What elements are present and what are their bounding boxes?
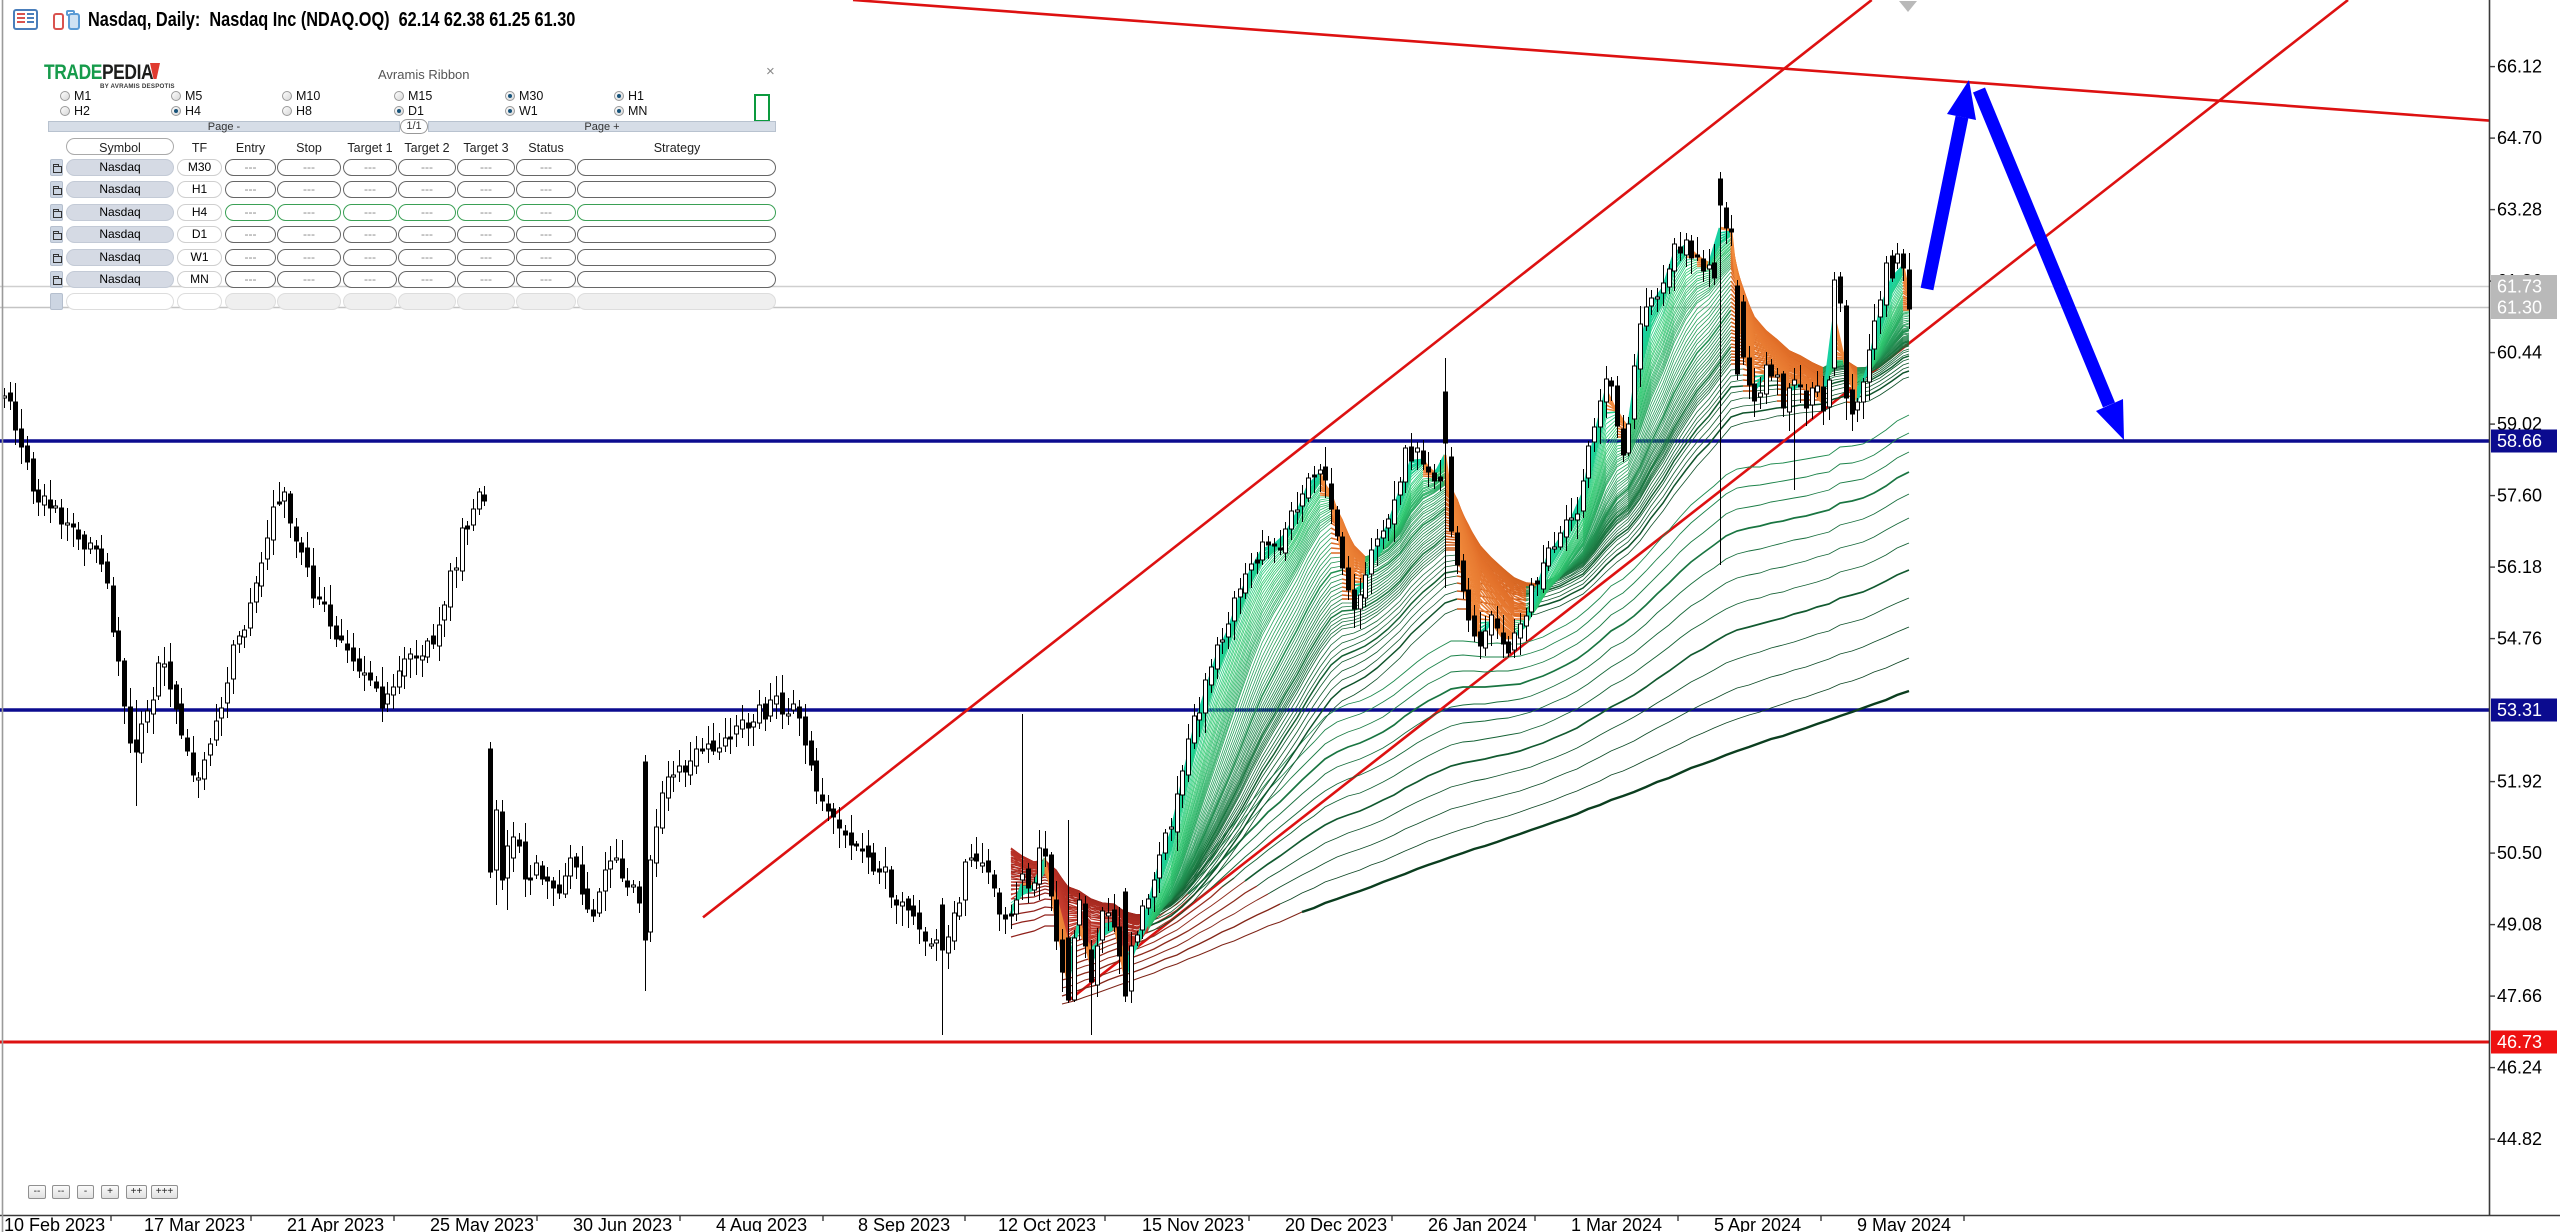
svg-text:12 Oct 2023: 12 Oct 2023	[998, 1215, 1096, 1232]
svg-text:60.44: 60.44	[2497, 343, 2542, 363]
svg-text:25 May 2023: 25 May 2023	[430, 1215, 534, 1232]
svg-text:61.73: 61.73	[2497, 277, 2542, 297]
svg-text:20 Dec 2023: 20 Dec 2023	[1285, 1215, 1387, 1232]
svg-text:54.76: 54.76	[2497, 629, 2542, 649]
svg-text:46.24: 46.24	[2497, 1058, 2542, 1078]
svg-text:56.18: 56.18	[2497, 557, 2542, 577]
svg-text:10 Feb 2023: 10 Feb 2023	[4, 1215, 105, 1232]
svg-text:61.30: 61.30	[2497, 298, 2542, 318]
svg-text:49.08: 49.08	[2497, 915, 2542, 935]
svg-text:8 Sep 2023: 8 Sep 2023	[858, 1215, 950, 1232]
svg-text:46.73: 46.73	[2497, 1032, 2542, 1052]
svg-text:1 Mar 2024: 1 Mar 2024	[1571, 1215, 1662, 1232]
svg-text:50.50: 50.50	[2497, 843, 2542, 863]
svg-text:47.66: 47.66	[2497, 986, 2542, 1006]
svg-text:64.70: 64.70	[2497, 128, 2542, 148]
svg-text:66.12: 66.12	[2497, 57, 2542, 77]
svg-text:30 Jun 2023: 30 Jun 2023	[573, 1215, 672, 1232]
svg-text:26 Jan 2024: 26 Jan 2024	[1428, 1215, 1527, 1232]
svg-text:58.66: 58.66	[2497, 431, 2542, 451]
svg-text:21 Apr 2023: 21 Apr 2023	[287, 1215, 384, 1232]
svg-text:57.60: 57.60	[2497, 486, 2542, 506]
svg-text:4 Aug 2023: 4 Aug 2023	[716, 1215, 807, 1232]
svg-text:59.02: 59.02	[2497, 414, 2542, 434]
svg-text:5 Apr 2024: 5 Apr 2024	[1714, 1215, 1801, 1232]
svg-text:44.82: 44.82	[2497, 1129, 2542, 1149]
svg-text:53.31: 53.31	[2497, 700, 2542, 720]
svg-text:17 Mar 2023: 17 Mar 2023	[144, 1215, 245, 1232]
svg-text:9 May 2024: 9 May 2024	[1857, 1215, 1951, 1232]
svg-text:63.28: 63.28	[2497, 200, 2542, 220]
svg-text:51.92: 51.92	[2497, 772, 2542, 792]
svg-text:15 Nov 2023: 15 Nov 2023	[1142, 1215, 1244, 1232]
